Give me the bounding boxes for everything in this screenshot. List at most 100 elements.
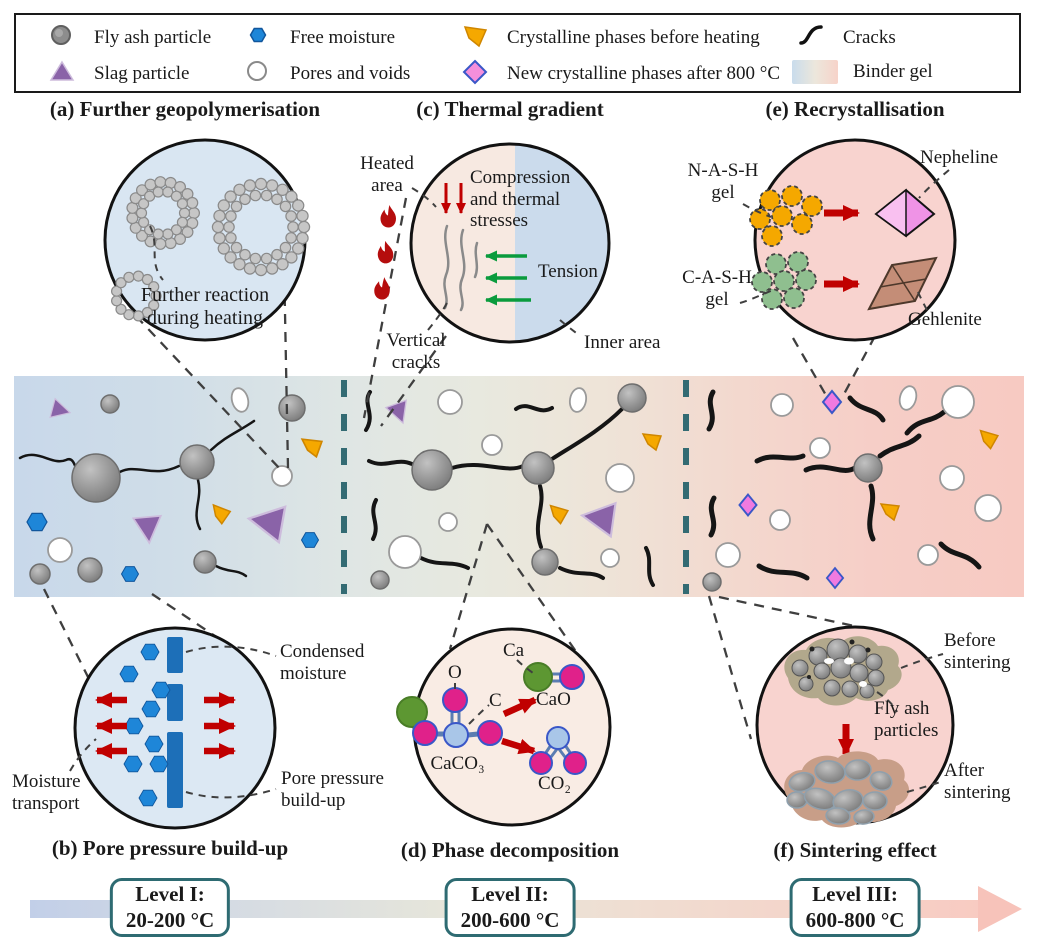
before-dash bbox=[900, 653, 944, 669]
panel-a-title: (a) Further geopolymerisation bbox=[49, 97, 321, 121]
panel-f-circle bbox=[755, 625, 955, 828]
condensed-moisture-bars bbox=[167, 637, 183, 808]
legend-label: Binder gel bbox=[853, 61, 933, 82]
gehlenite-dash bbox=[917, 291, 930, 315]
cracks bbox=[364, 390, 655, 587]
pores bbox=[47, 387, 293, 563]
label-nepheline: Nepheline bbox=[920, 147, 999, 168]
level-1-box: Level I: 20-200 °C bbox=[109, 878, 231, 938]
label-further-reaction: Further reaction during heating bbox=[140, 284, 270, 329]
unreacted-fly-ash-ring bbox=[135, 186, 191, 240]
reaction-callout-dash bbox=[149, 225, 164, 281]
cracks bbox=[706, 389, 982, 581]
legend-item-binder-gel: Binder gel bbox=[792, 57, 933, 87]
label-vertical-cracks: Vertical cracks bbox=[386, 330, 446, 373]
label-moisture-transport: Moisture transport bbox=[12, 771, 81, 814]
flame-icons bbox=[373, 205, 396, 301]
co2-molecule bbox=[529, 726, 587, 775]
legend-item-slag: Slag particle bbox=[49, 59, 190, 89]
panel-e-circle bbox=[739, 138, 957, 342]
legend-label: Crystalline phases before heating bbox=[507, 27, 760, 48]
band-section-level3 bbox=[702, 385, 1002, 592]
panel-a-circle bbox=[103, 138, 311, 342]
legend-item-free-moisture: Free moisture bbox=[245, 23, 395, 53]
level-1-range: 20-200 °C bbox=[125, 907, 215, 932]
condensed-dash bbox=[185, 645, 277, 657]
label-gehlenite: Gehlenite bbox=[908, 309, 982, 330]
unreacted-fly-ash-ring bbox=[223, 189, 299, 265]
level-3-title: Level III: bbox=[812, 882, 898, 906]
moisture-transport-dash bbox=[69, 738, 97, 772]
label-inner-area: Inner area bbox=[584, 332, 661, 353]
nepheline-crystal bbox=[874, 188, 936, 238]
panel-d-title: (d) Phase decomposition bbox=[400, 838, 620, 862]
unreacted-fly-ash-ring bbox=[211, 177, 311, 277]
legend-label: Slag particle bbox=[94, 63, 190, 84]
label-tension: Tension bbox=[538, 261, 598, 282]
pores bbox=[715, 385, 1002, 568]
legend-item-pores: Pores and voids bbox=[245, 59, 410, 89]
panel-f-title: (f) Sintering effect bbox=[773, 838, 937, 862]
legend-item-cracks: Cracks bbox=[798, 23, 896, 53]
label-co2: CO₂ bbox=[538, 773, 572, 794]
after-sintering-blob bbox=[784, 751, 910, 828]
vertical-cracks bbox=[443, 224, 479, 312]
label-cao: CaO bbox=[536, 689, 571, 710]
label-fly-ash-particles: Fly ash particles bbox=[874, 698, 939, 741]
label-pore-pressure: Pore pressure build-up bbox=[281, 768, 384, 811]
label-caco3: CaCO₃ bbox=[430, 753, 485, 774]
vertical-cracks-dash bbox=[427, 302, 448, 331]
caco3-molecule bbox=[396, 687, 503, 748]
transformation-arrows bbox=[824, 205, 860, 292]
level-2-title: Level II: bbox=[471, 882, 549, 906]
level-3-range: 600-800 °C bbox=[805, 907, 905, 932]
level-2-box: Level II: 200-600 °C bbox=[444, 878, 576, 938]
label-nash-gel: N-A-S-H gel bbox=[687, 160, 759, 203]
pressure-arrows bbox=[95, 692, 236, 759]
heated-area-dash bbox=[411, 187, 437, 208]
level-3-box: Level III: 600-800 °C bbox=[789, 878, 921, 938]
level-2-range: 200-600 °C bbox=[460, 907, 560, 932]
legend-label: Fly ash particle bbox=[94, 27, 212, 48]
legend-label: New crystalline phases after 800 °C bbox=[507, 63, 780, 84]
tension-arrows bbox=[485, 250, 531, 306]
before-sintering-blob bbox=[784, 636, 902, 706]
cash-dash bbox=[739, 289, 774, 304]
legend-item-fly-ash: Fly ash particle bbox=[49, 23, 211, 53]
fly-ash-label-dash bbox=[876, 691, 898, 713]
level-1-title: Level I: bbox=[135, 882, 205, 906]
gehlenite-crystal bbox=[867, 256, 938, 311]
fly-ash-particles bbox=[29, 394, 306, 585]
label-condensed-moisture: Condensed moisture bbox=[280, 641, 365, 684]
fly-ash-particles bbox=[370, 383, 647, 590]
label-before-sintering: Before sintering bbox=[944, 630, 1011, 673]
label-heated-area: Heated area bbox=[360, 153, 414, 196]
band-section-level2 bbox=[364, 383, 662, 590]
label-after-sintering: After sintering bbox=[944, 760, 1011, 803]
fly-ash-particles bbox=[702, 453, 883, 592]
nash-gel-cluster bbox=[749, 185, 823, 247]
label-compression: Compression and thermal stresses bbox=[470, 167, 571, 232]
after-dash bbox=[906, 780, 944, 793]
compression-arrows bbox=[441, 183, 466, 214]
nash-dash bbox=[742, 203, 772, 218]
panel-b-circle bbox=[69, 626, 277, 830]
label-c-atom: C bbox=[489, 690, 502, 711]
ca-dash bbox=[516, 659, 534, 674]
label-cash-gel: C-A-S-H gel bbox=[682, 267, 752, 310]
legend-label: Pores and voids bbox=[290, 63, 411, 84]
panel-c-title: (c) Thermal gradient bbox=[416, 97, 604, 121]
legend-label: Free moisture bbox=[290, 27, 396, 48]
decomposition-arrows bbox=[501, 697, 537, 755]
panel-d-circle bbox=[396, 627, 612, 827]
c-dash bbox=[468, 704, 490, 725]
nepheline-dash bbox=[918, 169, 950, 199]
legend-item-new-crystalline: New crystalline phases after 800 °C bbox=[462, 59, 780, 89]
legend-item-crystalline-before: Crystalline phases before heating bbox=[462, 23, 760, 53]
panel-e-title: (e) Recrystallisation bbox=[765, 97, 945, 121]
binder-gel-icon bbox=[792, 60, 838, 84]
band-section-level1 bbox=[18, 387, 323, 585]
panel-b-title: (b) Pore pressure build-up bbox=[51, 836, 289, 860]
